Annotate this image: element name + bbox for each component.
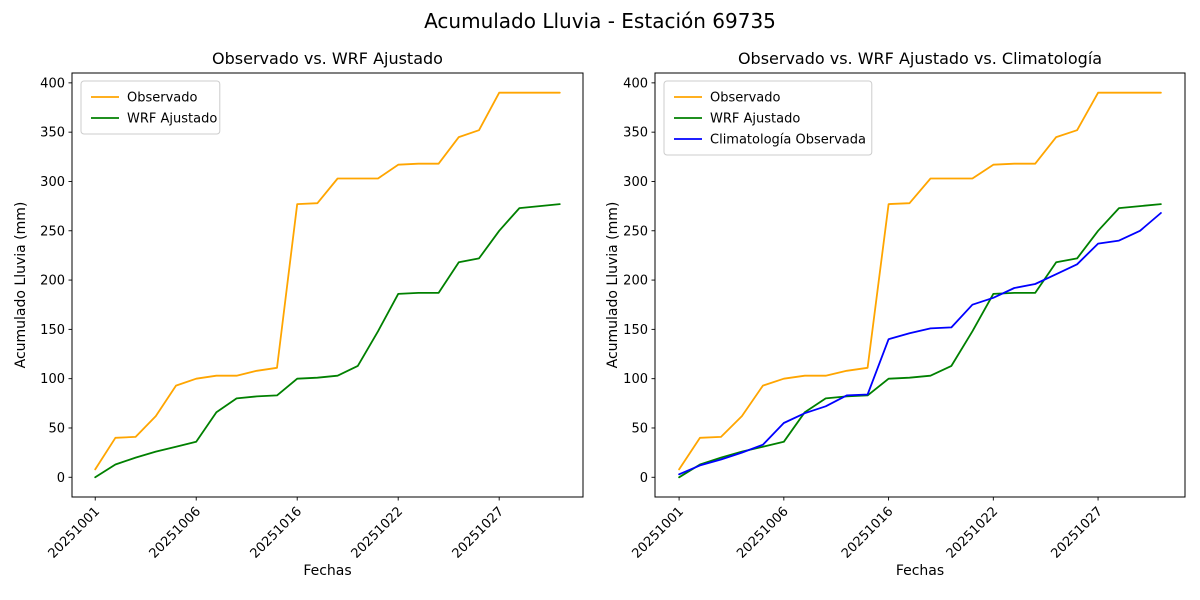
left-chart-canvas: 0 50 100 150 200 250 300 350 400 20251001 20251006… <box>40 72 584 562</box>
legend-label: Observado <box>710 91 781 106</box>
y-tick-label: 150 <box>623 323 648 338</box>
x-tick-label: 20251006 <box>734 504 791 561</box>
y-tick-label: 400 <box>40 76 65 91</box>
y-tick-label: 0 <box>57 471 65 486</box>
y-tick-label: 50 <box>631 421 648 436</box>
y-tick-label: 350 <box>623 126 648 141</box>
right-chart-title: Observado vs. WRF Ajustado vs. Climatolo… <box>737 49 1103 68</box>
x-tick-label: 20251022 <box>349 504 406 561</box>
y-tick-label: 100 <box>40 372 65 387</box>
y-tick-label: 0 <box>640 471 648 486</box>
x-tick-label: 20251027 <box>1048 504 1105 561</box>
x-tick-label: 20251022 <box>944 504 1001 561</box>
x-tick-label: 20251016 <box>839 504 896 561</box>
y-tick-label: 100 <box>623 372 648 387</box>
left-chart-title: Observado vs. WRF Ajustado <box>212 49 443 68</box>
x-tick-label: 20251016 <box>248 504 305 561</box>
y-tick-label: 200 <box>40 274 65 289</box>
left-chart: Observado vs. WRF Ajustado Acumulado Llu… <box>13 49 584 579</box>
x-tick-label: 20251027 <box>450 504 507 561</box>
legend-label: WRF Ajustado <box>710 112 800 127</box>
series-line-observado <box>94 91 561 471</box>
legend-box <box>80 80 221 135</box>
y-tick-label: 400 <box>623 76 648 91</box>
y-tick-label: 250 <box>40 224 65 239</box>
series-line-observado <box>678 91 1162 471</box>
series-line-wrf-ajustado <box>678 203 1162 479</box>
right-chart-canvas: 0 50 100 150 200 250 300 350 400 20251001 20251006… <box>623 72 1186 562</box>
figure-title: Acumulado Lluvia - Estación 69735 <box>424 9 776 33</box>
y-tick-label: 200 <box>623 274 648 289</box>
axes-frame <box>71 72 584 498</box>
y-tick-label: 350 <box>40 126 65 141</box>
right-chart: Observado vs. WRF Ajustado vs. Climatolo… <box>600 0 1200 600</box>
series-line-climatolog-a-observada <box>678 212 1162 476</box>
legend-box <box>663 80 873 156</box>
x-tick-label: 20251001 <box>630 504 687 561</box>
axes-frame <box>654 72 1186 498</box>
y-tick-label: 50 <box>48 421 65 436</box>
x-tick-label: 20251001 <box>46 504 103 561</box>
x-tick-label: 20251006 <box>147 504 204 561</box>
legend-label: WRF Ajustado <box>127 112 217 127</box>
y-tick-label: 300 <box>40 175 65 190</box>
left-x-axis-label: Fechas <box>303 563 352 579</box>
y-tick-label: 300 <box>623 175 648 190</box>
right-x-axis-label: Fechas <box>895 563 945 579</box>
series-line-wrf-ajustado <box>94 203 561 479</box>
y-tick-label: 150 <box>40 323 65 338</box>
legend-label: Climatología Observada <box>710 133 866 148</box>
legend-label: Observado <box>127 91 198 106</box>
y-tick-label: 250 <box>623 224 648 239</box>
